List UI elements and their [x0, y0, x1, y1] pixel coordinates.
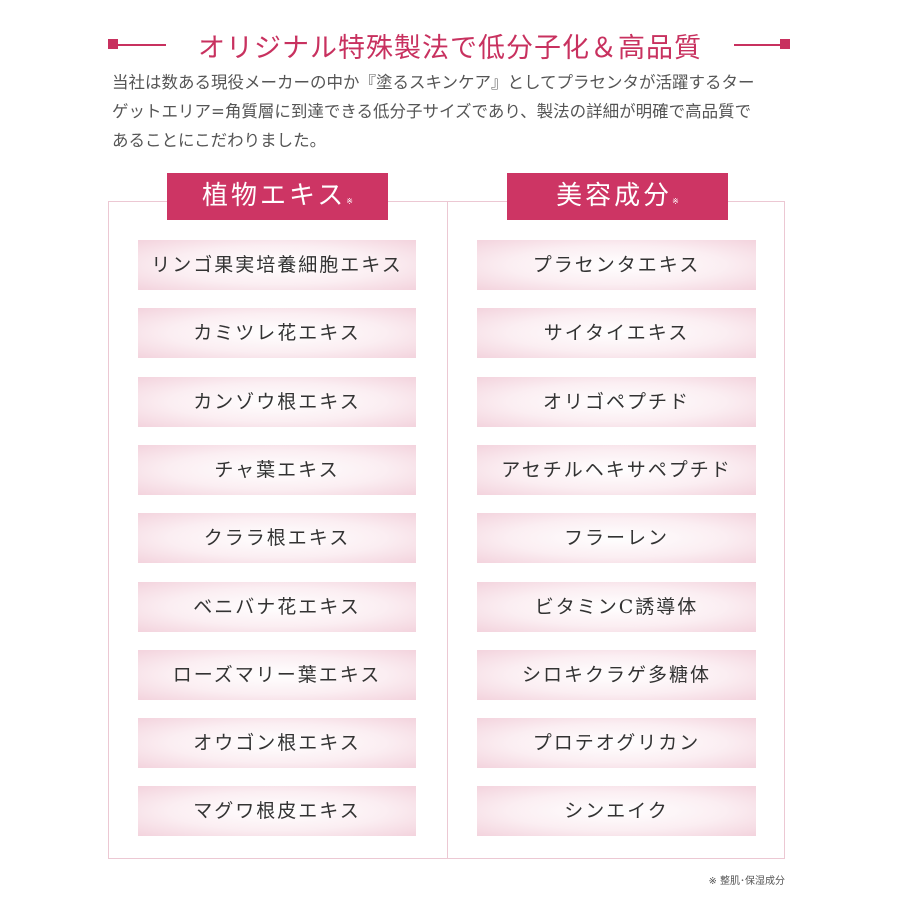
intro-line: ゲットエリア=角質層に到達できる低分子サイズであり、製法の詳細が明確で高品質で	[112, 102, 752, 121]
ingredient-item: カミツレ花エキス	[138, 308, 416, 359]
ingredient-item: アセチルヘキサペプチド	[477, 444, 756, 495]
footnote-mark: ※	[346, 197, 353, 206]
column-heading: 植物エキス※	[167, 173, 388, 220]
ingredient-item: ベニバナ花エキス	[138, 581, 416, 632]
column-heading: 美容成分※	[507, 173, 728, 220]
ingredient-item: オウゴン根エキス	[138, 718, 416, 769]
heading-text: 美容成分	[556, 181, 673, 211]
ingredient-item: プラセンタエキス	[477, 240, 756, 290]
page-title: オリジナル特殊製法で低分子化＆高品質	[198, 33, 702, 64]
intro-line: 当社は数ある現役メーカーの中か『塗るスキンケア』としてプラセンタが活躍するター	[112, 73, 755, 92]
ingredient-item: チャ葉エキス	[138, 444, 416, 495]
title-line-left	[114, 44, 166, 46]
ingredient-item: プロテオグリカン	[477, 718, 756, 769]
ingredient-item: マグワ根皮エキス	[138, 786, 416, 837]
intro-line: あることにこだわりました。	[112, 131, 327, 150]
ingredient-item: サイタイエキス	[477, 308, 756, 359]
ingredient-item: ローズマリー葉エキス	[138, 649, 416, 700]
ingredient-item: シロキクラゲ多糖体	[477, 649, 756, 700]
intro-text: 当社は数ある現役メーカーの中か『塗るスキンケア』としてプラセンタが活躍するター …	[112, 68, 802, 155]
ingredient-item: カンゾウ根エキス	[138, 376, 416, 427]
title-line-right	[734, 44, 786, 46]
ingredient-item: クララ根エキス	[138, 513, 416, 564]
footnote-mark: ※	[672, 197, 679, 206]
ingredient-item: ビタミンC誘導体	[477, 581, 756, 632]
ingredient-item: リンゴ果実培養細胞エキス	[138, 240, 416, 290]
title-ornament-left	[108, 39, 118, 49]
ingredient-item: シンエイク	[477, 786, 756, 837]
heading-text: 植物エキス	[202, 181, 347, 211]
title-ornament-right	[780, 39, 790, 49]
footnote: ※ 整肌･保湿成分	[708, 876, 785, 887]
ingredient-item: オリゴペプチド	[477, 376, 756, 427]
ingredient-item: フラーレン	[477, 513, 756, 564]
